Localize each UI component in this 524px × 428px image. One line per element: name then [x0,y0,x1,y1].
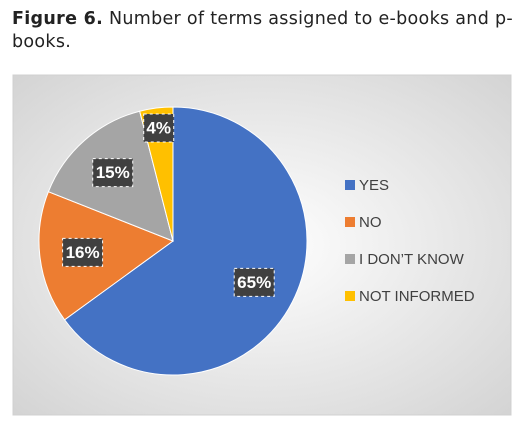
data-label-box [92,158,134,188]
data-label: 4% [146,118,171,137]
data-label: 65% [237,273,271,292]
legend-label: NO [359,214,382,231]
data-label: 16% [66,243,100,262]
pie-slice [63,106,308,376]
data-label-box [62,237,104,267]
legend-label: NOT INFORMED [359,288,475,305]
legend-label: I DON’T KNOW [359,251,465,268]
figure-label: Figure 6. [12,9,104,29]
legend-marker [345,180,355,190]
legend-label: YES [359,177,389,194]
legend-marker [345,217,355,227]
chart-title: Number of terms assigned to e-books and … [12,9,513,52]
caption: Figure 6. Number of terms assigned to e-… [12,8,517,54]
pie-slice [38,191,175,321]
legend-marker [345,291,355,301]
legend-marker [345,254,355,264]
data-label-box [143,113,175,143]
data-label-box [233,267,275,297]
data-label: 15% [96,163,130,182]
